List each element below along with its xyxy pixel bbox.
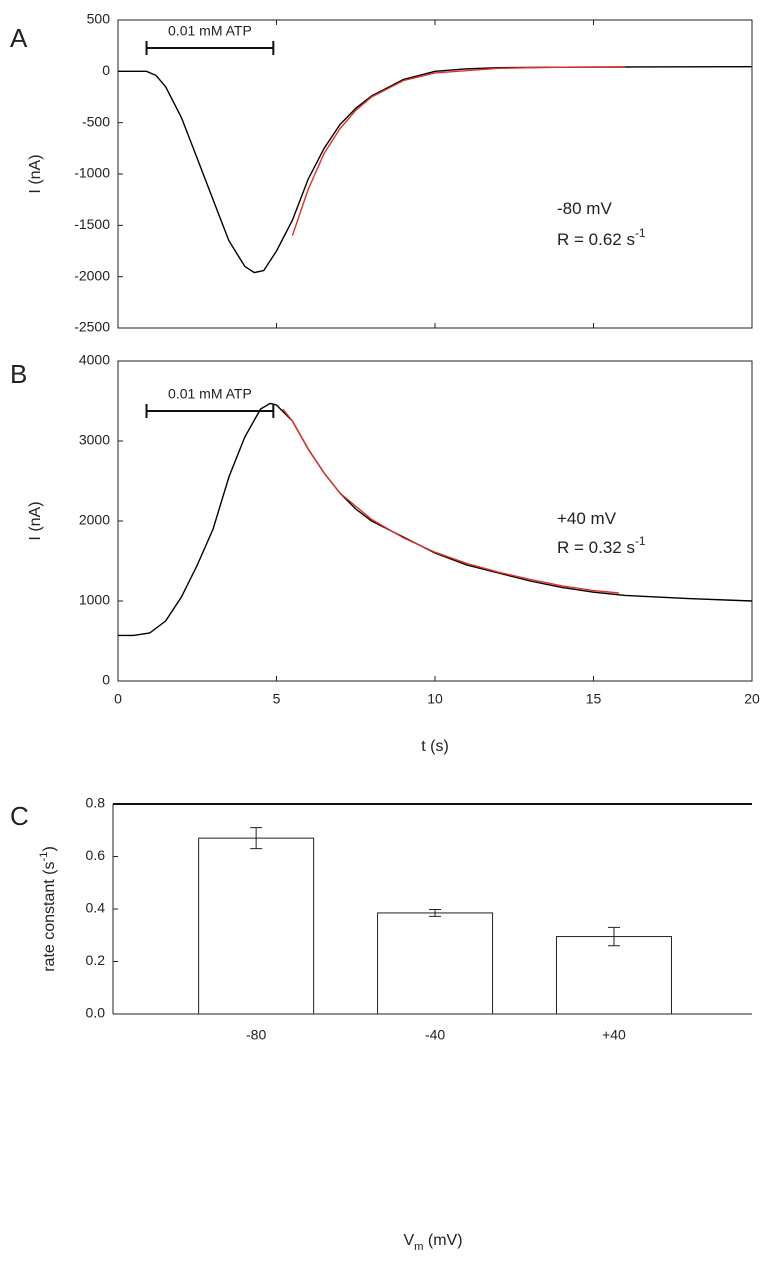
y-tick-label: 2000 [79, 512, 110, 528]
text-part: V [403, 1232, 414, 1249]
x-axis-label: Vm (mV) [403, 1232, 462, 1253]
text-part: R = 0.62 s [557, 230, 635, 249]
y-axis-label: rate constant (s-1) [38, 846, 58, 972]
x-tick-label: 10 [427, 691, 443, 707]
stimulus-label: 0.01 mM ATP [168, 386, 252, 402]
text-part: (mV) [423, 1232, 462, 1249]
panel-label: C [10, 801, 29, 831]
text-part: R = 0.32 s [557, 538, 635, 557]
bar [555, 936, 672, 1015]
bar [198, 837, 315, 1015]
stimulus-bar [145, 404, 275, 418]
annotation: +40 mV [557, 509, 617, 528]
error-bar [607, 926, 620, 947]
y-tick-label: -1000 [74, 165, 110, 181]
y-axis-label: I (nA) [27, 501, 44, 540]
y-tick-label: 4000 [79, 352, 110, 368]
sup: -1 [635, 534, 646, 548]
x-tick-label: +40 [602, 1027, 626, 1043]
sup: -1 [635, 226, 646, 240]
y-tick-label: -1500 [74, 216, 110, 232]
y-tick-label: 0 [102, 62, 110, 78]
panel-label: B [10, 359, 27, 389]
x-tick-label: 0 [114, 691, 122, 707]
trace [282, 408, 619, 594]
y-axis-label: I (nA) [27, 154, 44, 193]
sub: m [414, 1241, 423, 1253]
trace [118, 402, 753, 637]
annotation: R = 0.32 s-1 [557, 534, 646, 557]
plot-frame [117, 19, 753, 329]
y-tick-label: -2000 [74, 267, 110, 283]
trace [118, 66, 753, 274]
y-tick-label: 0 [102, 672, 110, 688]
y-tick-label: 0.8 [86, 795, 106, 811]
stimulus-bar [145, 41, 275, 55]
sup: -1 [38, 852, 50, 862]
y-tick-label: 1000 [79, 592, 110, 608]
text-part: -80 mV [557, 199, 612, 218]
y-tick-label: 500 [87, 11, 111, 27]
y-tick-label: 0.2 [86, 952, 106, 968]
y-tick-label: 0.0 [86, 1005, 106, 1021]
bar [377, 912, 494, 1015]
text-part: +40 mV [557, 509, 617, 528]
text-part: rate constant (s [41, 862, 58, 972]
x-tick-label: -80 [246, 1027, 266, 1043]
trace [291, 66, 626, 236]
text-part: ) [41, 846, 58, 851]
plot-frame [117, 360, 753, 682]
x-tick-label: 15 [586, 691, 602, 707]
annotation: R = 0.62 s-1 [557, 226, 646, 249]
stimulus-label: 0.01 mM ATP [168, 23, 252, 39]
error-bar [429, 909, 442, 917]
y-tick-label: 0.6 [86, 847, 106, 863]
x-tick-label: 5 [273, 691, 281, 707]
error-bar [250, 827, 263, 850]
x-axis-label: t (s) [421, 738, 449, 755]
y-tick-label: 0.4 [86, 900, 106, 916]
annotation: -80 mV [557, 199, 612, 218]
x-tick-label: -40 [425, 1027, 445, 1043]
panel-label: A [10, 23, 28, 53]
y-tick-label: -2500 [74, 319, 110, 335]
y-tick-label: 3000 [79, 432, 110, 448]
x-tick-label: 20 [744, 691, 760, 707]
y-tick-label: -500 [82, 113, 110, 129]
